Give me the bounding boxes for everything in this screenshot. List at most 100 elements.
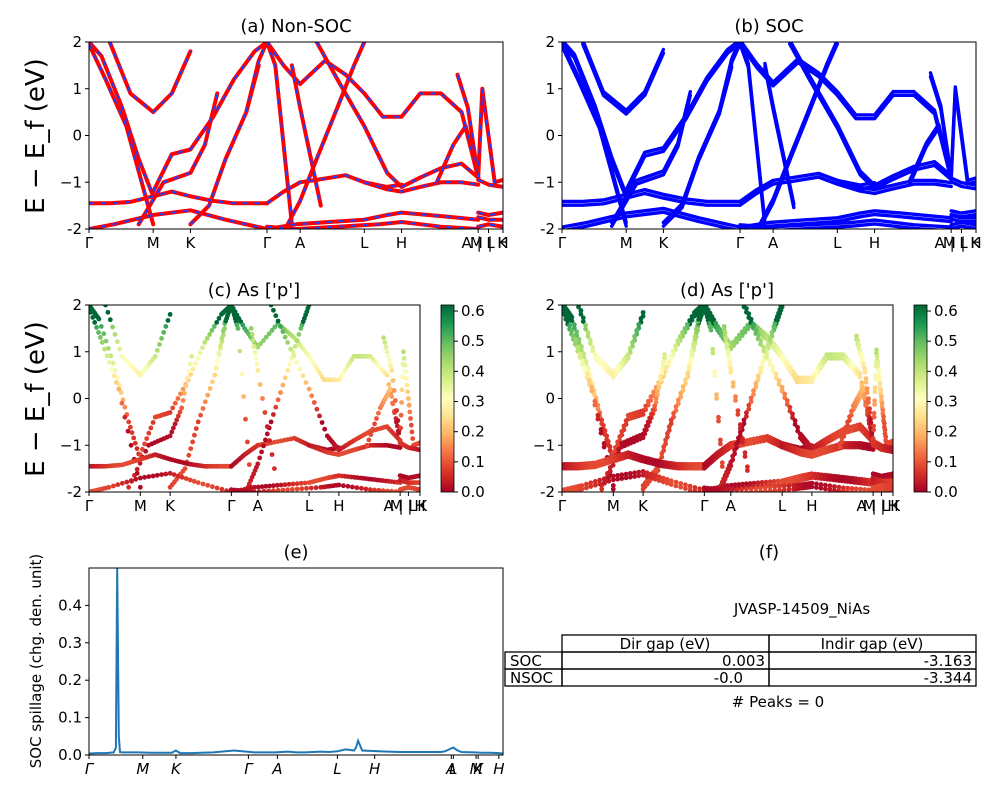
colorbar-label: 0.6 bbox=[934, 302, 958, 320]
band-point bbox=[110, 324, 115, 330]
xtick-label: Γ bbox=[736, 234, 745, 252]
xtick-label: Γ bbox=[85, 497, 94, 515]
xtick-label: L bbox=[833, 234, 842, 252]
band-point bbox=[781, 487, 787, 492]
band-point bbox=[864, 390, 870, 395]
band-point bbox=[137, 475, 143, 481]
band-point bbox=[571, 322, 577, 327]
band-point bbox=[786, 483, 792, 489]
band-point bbox=[264, 431, 270, 437]
band-point bbox=[297, 366, 303, 372]
band-point bbox=[576, 340, 582, 346]
band-point bbox=[584, 371, 590, 377]
band-line-nonsoc bbox=[89, 189, 269, 206]
band-point bbox=[376, 487, 382, 492]
band-point bbox=[261, 488, 267, 492]
band-point bbox=[146, 474, 152, 479]
band-line-nonsoc bbox=[89, 208, 269, 229]
band-point bbox=[863, 376, 869, 381]
band-point bbox=[179, 405, 185, 411]
band-point bbox=[274, 482, 280, 488]
band-point bbox=[195, 356, 201, 361]
band-point bbox=[601, 476, 607, 482]
band-point bbox=[659, 451, 665, 456]
band-line-soc bbox=[928, 71, 953, 178]
band-point bbox=[691, 341, 696, 347]
band-point bbox=[113, 368, 118, 373]
band-point bbox=[878, 387, 884, 393]
band-point bbox=[211, 324, 217, 329]
band-point bbox=[640, 431, 646, 437]
band-point bbox=[188, 446, 194, 451]
band-point bbox=[643, 403, 649, 409]
band-point bbox=[871, 410, 877, 416]
panel-e: (e) 0.00.10.20.30.4Γ M K Γ A L H AL MK H SOC spil… bbox=[27, 542, 505, 778]
band-line-soc bbox=[738, 171, 877, 204]
band-point bbox=[678, 390, 684, 396]
band-point bbox=[761, 344, 767, 350]
band-point bbox=[728, 482, 734, 488]
band-point bbox=[266, 331, 272, 337]
band-point bbox=[725, 487, 730, 492]
band-point bbox=[219, 336, 225, 341]
band-point bbox=[747, 481, 753, 486]
band-point bbox=[857, 374, 863, 380]
band-line-nonsoc-dash bbox=[89, 42, 155, 197]
band-point bbox=[597, 477, 603, 483]
band-point bbox=[732, 447, 737, 453]
band-point bbox=[106, 346, 111, 351]
band-point bbox=[126, 484, 132, 490]
band-point bbox=[625, 352, 631, 357]
band-point bbox=[313, 485, 319, 491]
band-point bbox=[683, 486, 688, 491]
band-point bbox=[271, 488, 276, 492]
band-point bbox=[876, 374, 882, 379]
band-point bbox=[583, 322, 588, 328]
band-line-soc bbox=[739, 42, 953, 178]
band-line-soc bbox=[562, 206, 742, 229]
xtick-label: H bbox=[887, 497, 898, 515]
ytick-label: 0 bbox=[72, 127, 82, 145]
band-point bbox=[602, 428, 608, 434]
xtick-label: H bbox=[970, 234, 981, 252]
band-point bbox=[862, 396, 867, 401]
band-point bbox=[689, 314, 695, 319]
header-dir-gap: Dir gap (eV) bbox=[620, 635, 711, 653]
band-point bbox=[586, 366, 591, 371]
band-point bbox=[664, 477, 670, 482]
band-point bbox=[209, 328, 215, 333]
band-point bbox=[866, 396, 871, 401]
band-line-nonsoc-dash bbox=[266, 42, 480, 178]
band-point bbox=[569, 314, 575, 320]
band-point bbox=[569, 318, 575, 324]
band-point bbox=[569, 328, 574, 333]
band-line-soc bbox=[581, 42, 666, 112]
band-point bbox=[129, 430, 135, 435]
band-point bbox=[314, 406, 320, 412]
xtick-label: H bbox=[396, 234, 407, 252]
band-point bbox=[809, 484, 815, 490]
band-point bbox=[746, 402, 752, 408]
gap-table bbox=[504, 634, 977, 687]
band-point bbox=[294, 338, 300, 343]
band-point bbox=[740, 436, 745, 442]
band-point bbox=[758, 338, 763, 343]
band-point bbox=[666, 359, 671, 365]
band-line-soc bbox=[949, 213, 976, 220]
band-point bbox=[214, 320, 220, 325]
band-point bbox=[652, 473, 658, 478]
band-point bbox=[102, 346, 107, 352]
band-point bbox=[144, 436, 150, 441]
band-point bbox=[761, 348, 767, 354]
band-point bbox=[840, 485, 846, 491]
band-point bbox=[781, 483, 787, 489]
band-point bbox=[687, 318, 693, 323]
band-point bbox=[656, 385, 662, 391]
band-point bbox=[256, 489, 262, 492]
xtick-label: M bbox=[470, 760, 483, 778]
band-line-soc bbox=[835, 182, 953, 196]
band-point bbox=[876, 367, 881, 373]
band-point bbox=[640, 310, 646, 315]
band-point bbox=[610, 477, 616, 483]
ytick-label: -2 bbox=[67, 483, 82, 501]
